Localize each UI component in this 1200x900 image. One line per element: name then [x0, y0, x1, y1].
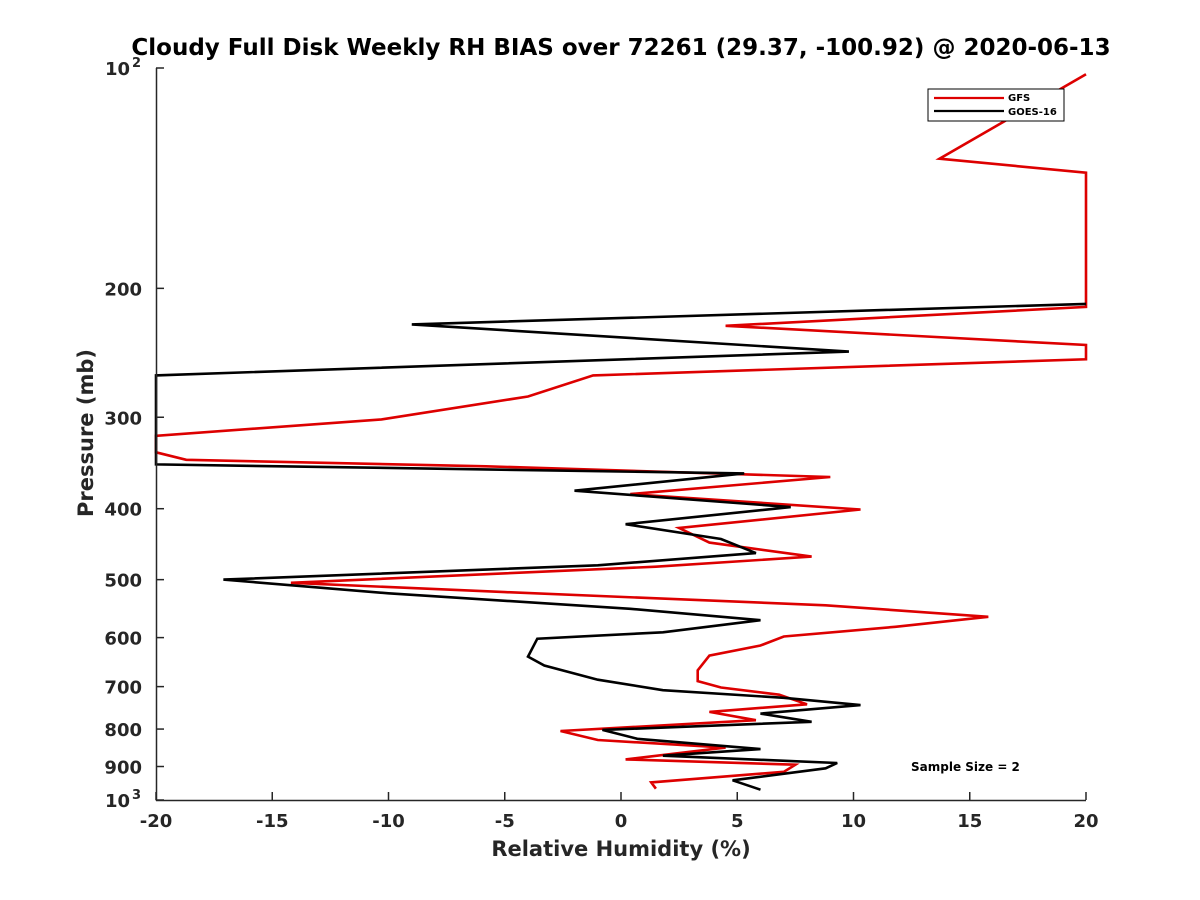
- x-tick-label: 5: [731, 811, 744, 832]
- y-tick-label: 900: [104, 758, 142, 779]
- series-line-goes16: [154, 302, 1087, 791]
- y-tick-label: 600: [104, 629, 142, 650]
- legend-label-goes16: GOES-16: [1008, 107, 1057, 118]
- x-tick-label: 10: [841, 811, 866, 832]
- x-tick-label: -5: [495, 811, 515, 832]
- x-tick-label: 15: [957, 811, 982, 832]
- series-line-gfs: [154, 73, 1088, 790]
- sample-size-annotation: Sample Size = 2: [911, 760, 1020, 774]
- y-tick-label: 800: [104, 720, 142, 741]
- x-ticks: -20 -15 -10 -5 0 5 10 15 20: [140, 792, 1099, 832]
- y-axis-label: Pressure (mb): [74, 349, 98, 517]
- y-tick-exponent: 3: [132, 788, 141, 803]
- y-tick-label: 500: [104, 571, 142, 592]
- plot-area-frame: [156, 68, 1086, 801]
- y-tick-label: 700: [104, 678, 142, 699]
- legend-box: [927, 88, 1065, 122]
- y-tick-exponent: 2: [132, 56, 141, 71]
- legend-label-gfs: GFS: [1008, 93, 1030, 104]
- x-axis-label: Relative Humidity (%): [491, 837, 750, 861]
- series-layer: [154, 73, 1088, 791]
- x-tick-label: 0: [615, 811, 628, 832]
- y-tick-label: 400: [104, 500, 142, 521]
- legend: GFS GOES-16: [927, 88, 1065, 122]
- y-tick-label: 300: [104, 408, 142, 429]
- y-tick-label: 200: [104, 279, 142, 300]
- x-tick-label: -15: [256, 811, 289, 832]
- x-tick-label: 20: [1073, 811, 1098, 832]
- chart-title: Cloudy Full Disk Weekly RH BIAS over 722…: [131, 35, 1110, 61]
- x-tick-label: -10: [372, 811, 405, 832]
- y-tick-label: 10: [105, 59, 130, 80]
- y-tick-label: 10: [105, 791, 130, 812]
- x-tick-label: -20: [140, 811, 173, 832]
